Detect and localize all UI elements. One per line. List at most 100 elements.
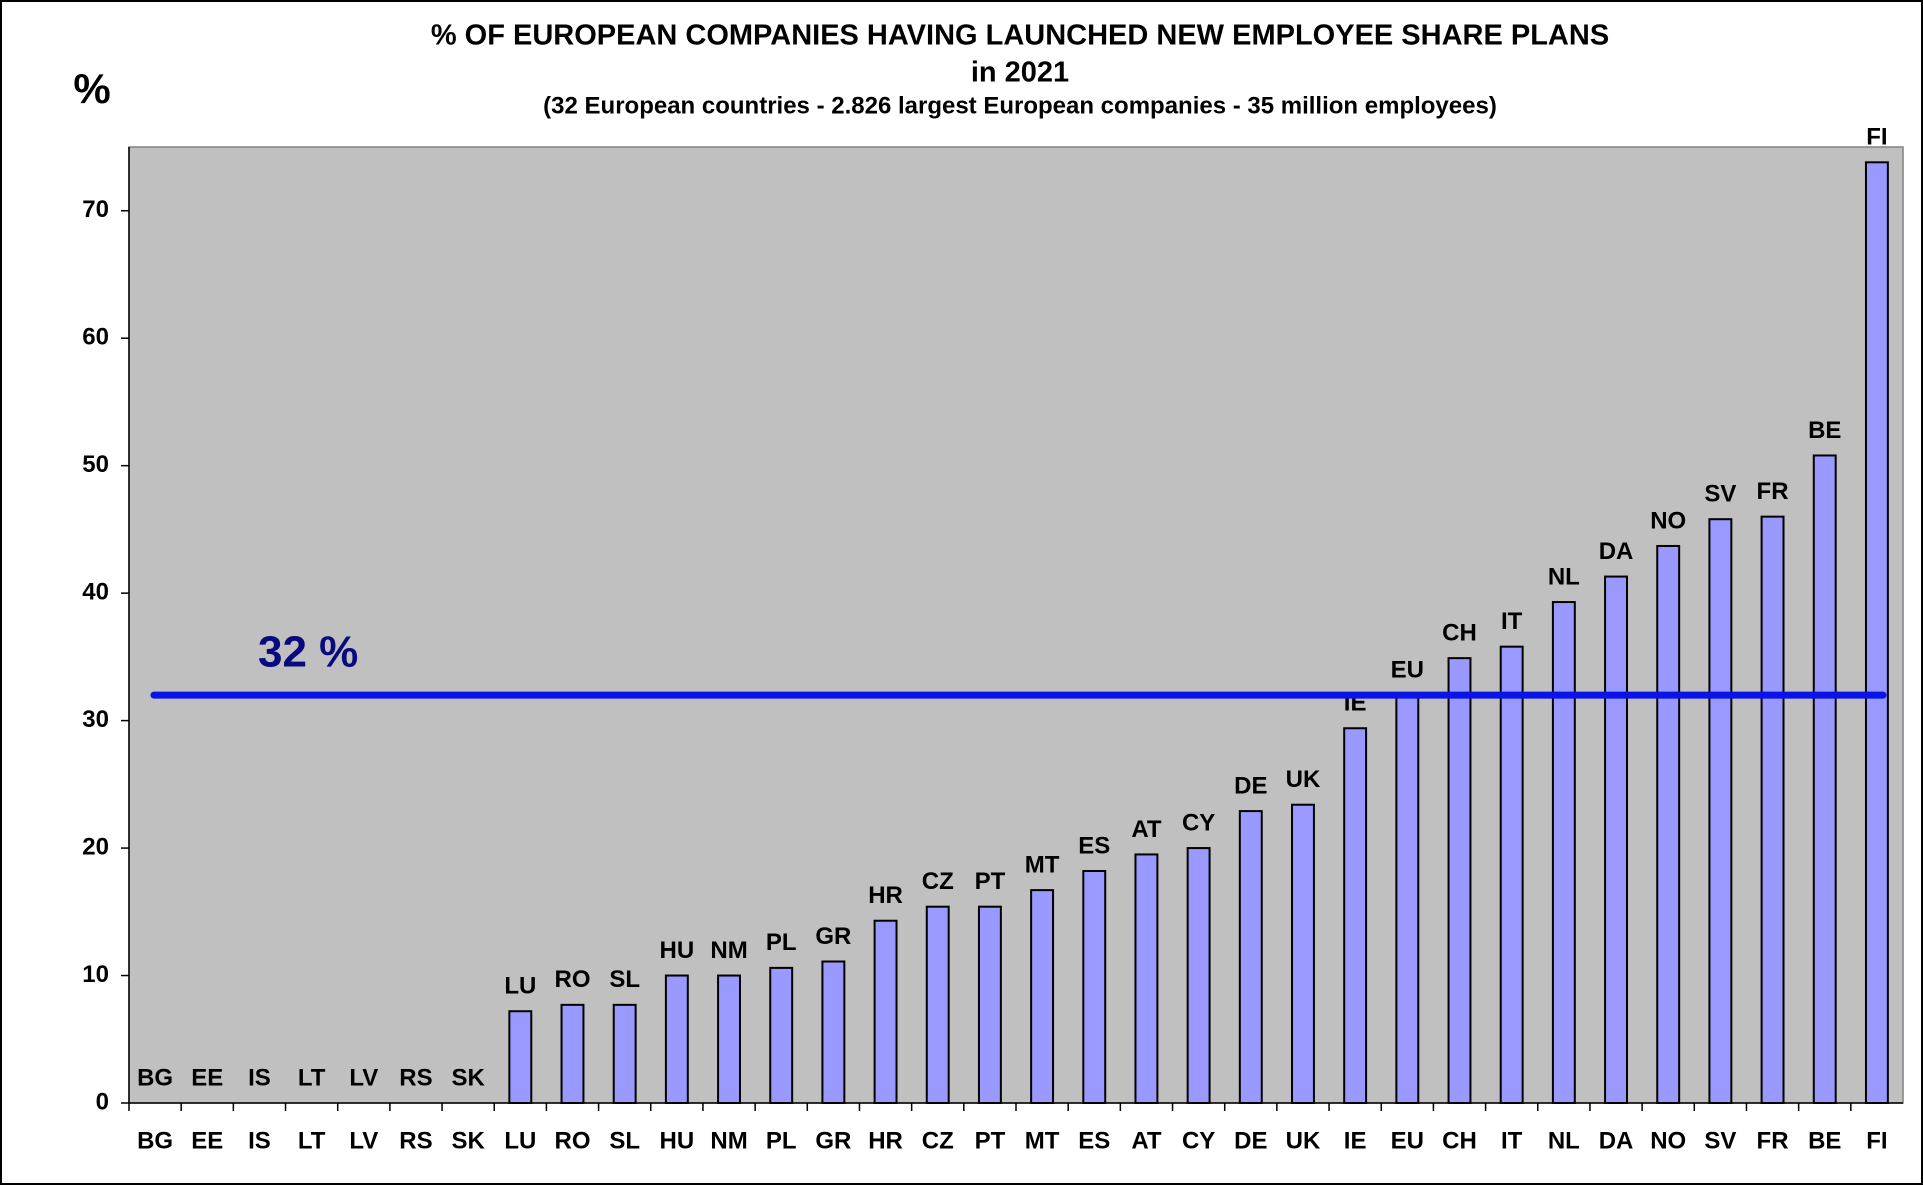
y-tick-label: 70 bbox=[82, 196, 109, 223]
x-tick-label: BG bbox=[137, 1127, 173, 1154]
x-tick-label: EE bbox=[191, 1127, 223, 1154]
bar bbox=[1604, 575, 1628, 1104]
x-tick-label: EU bbox=[1391, 1127, 1424, 1154]
bar bbox=[1395, 694, 1420, 1105]
chart-subtitle: in 2021 bbox=[971, 57, 1069, 89]
bar bbox=[1134, 853, 1159, 1104]
bar-label: LT bbox=[298, 1064, 326, 1091]
x-tick-label: NM bbox=[710, 1127, 747, 1154]
bar-label: BE bbox=[1808, 417, 1841, 444]
bar bbox=[664, 974, 689, 1104]
bar bbox=[508, 1010, 533, 1104]
bar-label: SL bbox=[609, 966, 640, 993]
bar-label: MT bbox=[1025, 851, 1060, 878]
bar bbox=[1499, 645, 1524, 1104]
chart-title: % OF EUROPEAN COMPANIES HAVING LAUNCHED … bbox=[431, 20, 1609, 52]
x-tick-label: ES bbox=[1078, 1127, 1110, 1154]
y-axis-label: % bbox=[73, 65, 110, 112]
x-tick-label: UK bbox=[1286, 1127, 1321, 1154]
x-tick-label: RS bbox=[399, 1127, 432, 1154]
x-tick-label: DA bbox=[1599, 1127, 1634, 1154]
x-tick-label: CY bbox=[1182, 1127, 1215, 1154]
bar-label: SK bbox=[451, 1064, 485, 1091]
y-tick-label: 40 bbox=[82, 578, 109, 605]
y-tick-label: 60 bbox=[82, 324, 109, 351]
bar bbox=[1291, 803, 1315, 1105]
bar-label: NL bbox=[1548, 563, 1580, 590]
bar-label: IS bbox=[248, 1064, 271, 1091]
bar bbox=[977, 905, 1002, 1105]
bar bbox=[612, 1003, 637, 1104]
bar-label: EE bbox=[191, 1064, 223, 1091]
bar bbox=[1760, 515, 1785, 1104]
x-tick-label: SK bbox=[451, 1127, 485, 1154]
x-tick-label: NO bbox=[1650, 1127, 1686, 1154]
bar-label: LU bbox=[504, 973, 536, 1000]
plot-area bbox=[128, 146, 1904, 1104]
x-tick-label: IT bbox=[1501, 1127, 1523, 1154]
bar-label: DA bbox=[1599, 538, 1634, 565]
x-tick-label: NL bbox=[1548, 1127, 1580, 1154]
bar-label: NM bbox=[710, 937, 747, 964]
bar-label: FI bbox=[1866, 124, 1887, 151]
y-tick-label: 20 bbox=[82, 833, 109, 860]
bar bbox=[1656, 544, 1681, 1104]
x-tick-label: MT bbox=[1025, 1127, 1060, 1154]
bar bbox=[925, 905, 950, 1105]
bar-label: RS bbox=[399, 1064, 432, 1091]
y-tick-label: 10 bbox=[82, 961, 109, 988]
x-tick-label: FR bbox=[1757, 1127, 1789, 1154]
bar bbox=[769, 966, 794, 1104]
x-tick-label: FI bbox=[1866, 1127, 1887, 1154]
bar bbox=[1708, 518, 1733, 1104]
x-tick-label: LT bbox=[298, 1127, 326, 1154]
y-tick-label: 30 bbox=[82, 706, 109, 733]
bar-label: BG bbox=[137, 1064, 173, 1091]
bar-label: PL bbox=[766, 929, 797, 956]
bar bbox=[1186, 847, 1211, 1104]
x-tick-label: HR bbox=[868, 1127, 903, 1154]
x-tick-label: BE bbox=[1808, 1127, 1841, 1154]
x-tick-label: SL bbox=[609, 1127, 640, 1154]
reference-label: 32 % bbox=[258, 628, 358, 677]
x-tick-label: HU bbox=[660, 1127, 695, 1154]
x-tick-label: SV bbox=[1704, 1127, 1736, 1154]
bar bbox=[1812, 454, 1837, 1104]
bar-label: ES bbox=[1078, 832, 1110, 859]
bar-label: NO bbox=[1650, 507, 1686, 534]
bar bbox=[1030, 889, 1055, 1105]
x-tick-label: IS bbox=[248, 1127, 271, 1154]
bar bbox=[821, 960, 846, 1105]
x-tick-label: PL bbox=[766, 1127, 797, 1154]
bar bbox=[1082, 870, 1107, 1105]
bar bbox=[1551, 601, 1576, 1105]
bar-label: AT bbox=[1131, 816, 1162, 843]
x-tick-label: RO bbox=[555, 1127, 591, 1154]
x-tick-label: PT bbox=[975, 1127, 1006, 1154]
bar-label: GR bbox=[815, 923, 851, 950]
x-tick-label: DE bbox=[1234, 1127, 1267, 1154]
chart-note: (32 European countries - 2.826 largest E… bbox=[543, 92, 1497, 119]
x-tick-label: LV bbox=[349, 1127, 378, 1154]
bar-label: RO bbox=[555, 966, 591, 993]
bar bbox=[1343, 727, 1368, 1104]
x-tick-label: IE bbox=[1344, 1127, 1367, 1154]
bar bbox=[717, 974, 741, 1104]
x-tick-label: CZ bbox=[922, 1127, 954, 1154]
bar bbox=[873, 919, 898, 1104]
bar-label: LV bbox=[349, 1064, 378, 1091]
bar-label: HU bbox=[660, 937, 695, 964]
bar-label: SV bbox=[1704, 481, 1736, 508]
y-tick-label: 0 bbox=[96, 1088, 109, 1115]
bar-label: PT bbox=[975, 868, 1006, 895]
bar-label: HR bbox=[868, 882, 903, 909]
bar-label: CZ bbox=[922, 868, 954, 895]
bar bbox=[1447, 657, 1472, 1105]
bar bbox=[1864, 161, 1889, 1104]
bar-label: CY bbox=[1182, 809, 1215, 836]
bar bbox=[560, 1003, 585, 1104]
bar-label: UK bbox=[1286, 766, 1321, 793]
bar bbox=[1238, 810, 1263, 1104]
x-tick-label: GR bbox=[815, 1127, 851, 1154]
